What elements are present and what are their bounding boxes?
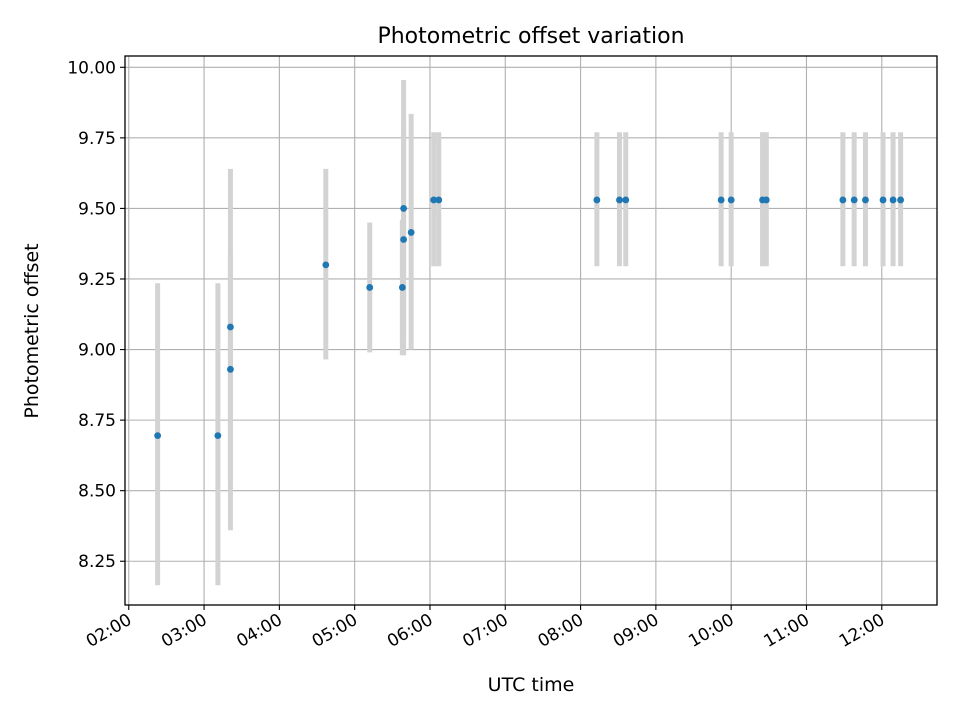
x-tick-label: 11:00 bbox=[761, 610, 813, 652]
y-axis-ticks: 8.25 8.50 8.75 9.00 9.25 9.50 9.75 10.00 bbox=[67, 58, 125, 572]
data-point bbox=[435, 196, 443, 204]
y-tick-label: 9.25 bbox=[78, 270, 116, 290]
data-point bbox=[616, 196, 623, 204]
data-point bbox=[407, 229, 415, 236]
x-tick-label: 12:00 bbox=[836, 610, 888, 652]
plot-frame bbox=[124, 55, 938, 606]
x-tick-label: 10:00 bbox=[685, 610, 737, 652]
data-point bbox=[154, 432, 162, 440]
x-tick-label: 05:00 bbox=[309, 610, 361, 652]
data-point bbox=[430, 196, 438, 204]
data-point bbox=[897, 196, 905, 204]
data-point bbox=[839, 196, 847, 204]
data-point bbox=[400, 236, 408, 243]
data-point bbox=[762, 196, 770, 204]
data-point bbox=[227, 323, 234, 331]
data-point bbox=[889, 196, 897, 204]
y-tick-label: 8.25 bbox=[78, 552, 116, 572]
y-tick-label: 8.75 bbox=[78, 411, 116, 431]
chart-title: Photometric offset variation bbox=[377, 24, 684, 49]
x-axis-label: UTC time bbox=[488, 674, 575, 696]
x-tick-label: 06:00 bbox=[384, 610, 436, 652]
data-point bbox=[622, 196, 630, 204]
error-bars bbox=[155, 79, 904, 586]
data-point bbox=[879, 196, 887, 204]
data-point bbox=[214, 432, 222, 440]
data-point bbox=[593, 196, 601, 204]
x-tick-label: 04:00 bbox=[233, 610, 285, 652]
x-tick-label: 03:00 bbox=[158, 610, 210, 652]
data-point bbox=[227, 365, 234, 373]
y-axis-label: Photometric offset bbox=[21, 243, 43, 418]
data-point bbox=[398, 284, 406, 291]
y-tick-label: 10.00 bbox=[67, 58, 116, 78]
x-tick-label: 02:00 bbox=[83, 610, 135, 652]
x-tick-label: 09:00 bbox=[610, 610, 662, 652]
x-tick-label: 08:00 bbox=[535, 610, 587, 652]
data-point bbox=[862, 196, 869, 204]
y-tick-label: 9.50 bbox=[78, 199, 116, 219]
y-tick-label: 9.00 bbox=[78, 341, 116, 361]
data-point bbox=[322, 261, 330, 269]
x-axis-ticks: 02:00 03:00 04:00 05:00 06:00 07:00 08:00 09:00… bbox=[83, 605, 888, 652]
y-tick-label: 9.75 bbox=[78, 129, 116, 149]
data-point bbox=[727, 196, 735, 204]
y-tick-label: 8.50 bbox=[78, 482, 116, 502]
data-point bbox=[400, 205, 408, 212]
data-point bbox=[850, 196, 858, 204]
data-point bbox=[366, 284, 374, 291]
data-points bbox=[154, 196, 905, 440]
data-point bbox=[717, 196, 725, 204]
x-tick-label: 07:00 bbox=[459, 610, 511, 652]
grid bbox=[125, 56, 937, 605]
